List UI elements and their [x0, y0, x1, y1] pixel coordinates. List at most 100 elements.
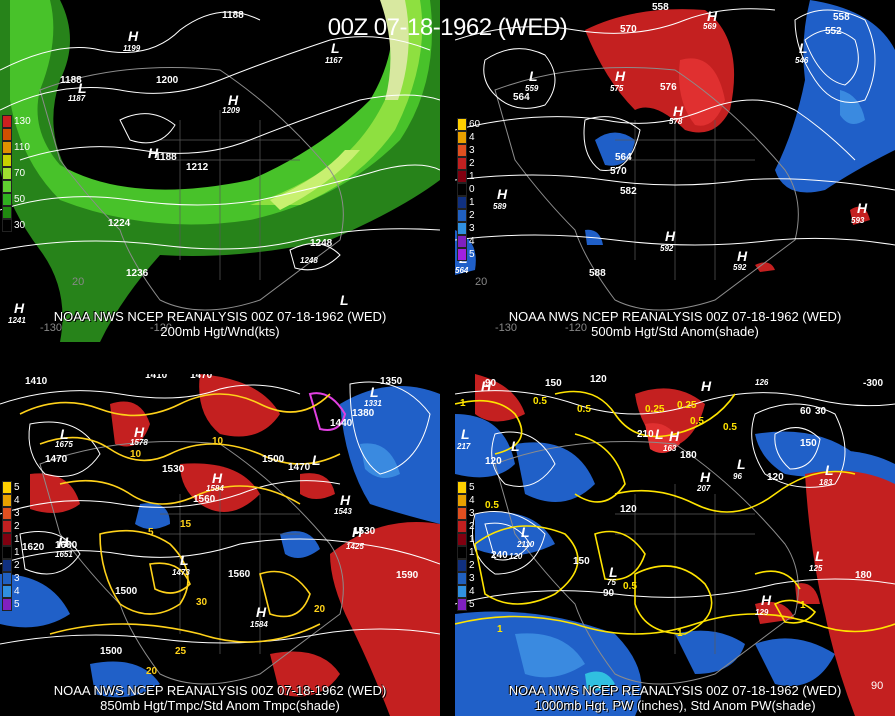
pw-label: 0.5 [577, 404, 591, 415]
pressure-center: L [825, 462, 834, 478]
panel-850mb: 5 4 3 2 1 1 2 3 4 5 1410 1410 1470 1350 … [0, 374, 440, 716]
contour-label: 1410 [25, 376, 48, 387]
contour-label: 1236 [126, 268, 149, 279]
center-value: 126 [755, 378, 769, 387]
colorbar-label: 130 [14, 116, 31, 127]
contour-label: 1410 [145, 374, 168, 381]
colorbar-label: 4 [469, 586, 475, 597]
center-value: 559 [525, 84, 539, 93]
contour-label: -300 [863, 378, 884, 389]
colorbar-label: 4 [14, 495, 20, 506]
colorbar-label: 5 [469, 599, 475, 610]
colorbar-swatch [2, 167, 12, 180]
center-value: 1473 [172, 568, 190, 577]
colorbar-label: 3 [14, 573, 20, 584]
contour-label: 90 [485, 378, 497, 389]
contour-label: 1530 [162, 464, 185, 475]
colorbar-label: 4 [469, 132, 475, 143]
colorbar-swatch [457, 572, 467, 585]
colorbar-label: 0 [469, 184, 475, 195]
contour-label: 60 [800, 406, 812, 417]
pressure-center: H [497, 186, 508, 202]
panel-1000mb-pw: 5 4 3 2 1 1 2 3 4 5 150 120 210 90 0.5 0… [455, 374, 895, 716]
pressure-center: L [529, 68, 538, 84]
temp-label: 10 [212, 436, 224, 447]
colorbar-swatch [457, 533, 467, 546]
pressure-center: H [340, 492, 351, 508]
pw-label: 1 [677, 628, 683, 639]
colorbar-swatch [2, 507, 12, 520]
pressure-center: H [212, 470, 223, 486]
pressure-center: L [511, 438, 520, 454]
pressure-center: H [701, 378, 712, 394]
colorbar-swatch [2, 180, 12, 193]
contour-label: 1680 [55, 540, 78, 551]
pressure-center: L [799, 40, 808, 56]
map-850mb [0, 374, 440, 716]
colorbar-swatch [2, 572, 12, 585]
contour-label: 240 [491, 550, 508, 561]
colorbar-label: 5 [469, 249, 475, 260]
colorbar-label: 1 [469, 197, 475, 208]
panel-caption-line2: 850mb Hgt/Tmpc/Std Anom Tmpc(shade) [100, 698, 340, 713]
colorbar-swatch [2, 533, 12, 546]
colorbar-swatch [457, 546, 467, 559]
colorbar-label: 5 [14, 599, 20, 610]
contour-label: 1350 [380, 376, 403, 387]
colorbar-label: 60 [469, 119, 481, 130]
colorbar-swatch [2, 115, 12, 128]
colorbar-label: 2 [469, 521, 475, 532]
axis-label: -120 [565, 322, 588, 334]
center-value: 1425 [346, 542, 364, 551]
contour-label: 564 [615, 152, 632, 163]
contour-label: 180 [680, 450, 697, 461]
contour-label: 1440 [330, 418, 353, 429]
contour-label: 150 [545, 378, 562, 389]
contour-label: 120 [590, 374, 607, 385]
panel-200mb: 130 110 70 50 30 1188 1188 1200 1212 118… [0, 0, 440, 342]
center-value: 578 [669, 117, 683, 126]
pw-label: 0.25 [645, 404, 665, 415]
colorbar-swatch [457, 196, 467, 209]
axis-label: -130 [495, 322, 518, 334]
main-title: 00Z 07-18-1962 (WED) [327, 14, 568, 41]
contour-label: 1620 [22, 542, 45, 553]
colorbar-swatch [457, 118, 467, 131]
colorbar-label: 1 [469, 534, 475, 545]
center-value: 1331 [364, 399, 382, 408]
pressure-center: H [352, 524, 363, 540]
map-200mb [0, 0, 440, 342]
colorbar-label: 110 [14, 142, 30, 153]
pressure-center: H [256, 604, 267, 620]
colorbar-label: 50 [14, 194, 26, 205]
colorbar-swatch [457, 222, 467, 235]
pressure-center: L [331, 40, 340, 56]
map-1000mb-pw [455, 374, 895, 716]
center-value: 1651 [55, 550, 73, 559]
pressure-center: H [14, 300, 25, 316]
contour-label: 1224 [108, 218, 131, 229]
contour-label: 180 [855, 570, 872, 581]
center-value: 546 [795, 56, 809, 65]
pressure-center: H [669, 428, 680, 444]
colorbar-label: 1 [14, 547, 20, 558]
center-value: 75 [607, 578, 616, 587]
colorbar-pw: 5 4 3 2 1 1 2 3 4 5 [457, 481, 475, 611]
contour-label: 1470 [288, 462, 311, 473]
center-value: 125 [809, 564, 823, 573]
colorbar-850mb: 5 4 3 2 1 1 2 3 4 5 [2, 481, 20, 611]
contour-label: 150 [573, 556, 590, 567]
panel-caption-line1: NOAA NWS NCEP REANALYSIS 00Z 07-18-1962 … [508, 683, 842, 698]
pw-label: 0.5 [485, 500, 499, 511]
colorbar-swatch [2, 219, 12, 232]
pressure-center: L [737, 456, 746, 472]
contour-label: 1188 [222, 10, 244, 21]
colorbar-swatch [2, 481, 12, 494]
center-value: 1167 [325, 56, 343, 65]
pressure-center: L [461, 426, 470, 442]
colorbar-swatch [2, 494, 12, 507]
colorbar-label: 1 [469, 547, 475, 558]
temp-label: 5 [148, 527, 154, 538]
center-value: 592 [660, 244, 674, 253]
colorbar-swatch [2, 206, 12, 219]
